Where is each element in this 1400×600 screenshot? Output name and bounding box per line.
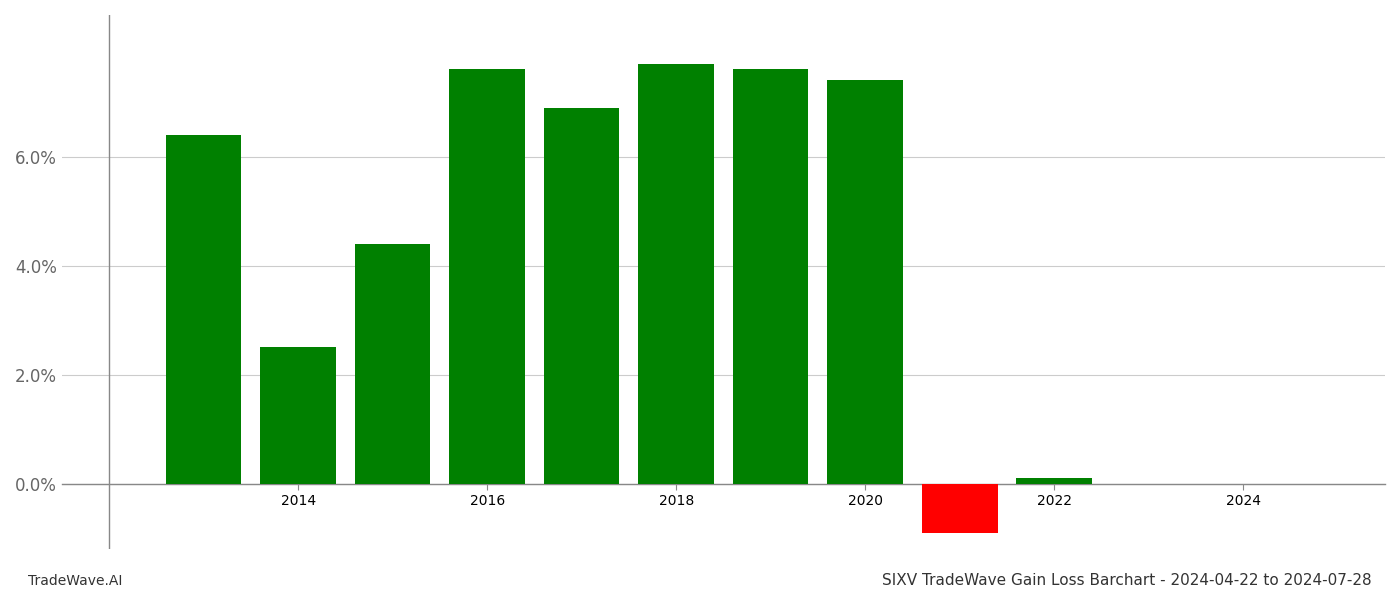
Bar xyxy=(260,347,336,484)
Bar xyxy=(732,70,808,484)
Bar xyxy=(165,135,241,484)
Bar xyxy=(354,244,430,484)
Bar xyxy=(827,80,903,484)
Bar xyxy=(638,64,714,484)
Bar xyxy=(1016,478,1092,484)
Bar xyxy=(543,107,619,484)
Text: TradeWave.AI: TradeWave.AI xyxy=(28,574,122,588)
Bar xyxy=(923,484,998,533)
Bar xyxy=(449,70,525,484)
Text: SIXV TradeWave Gain Loss Barchart - 2024-04-22 to 2024-07-28: SIXV TradeWave Gain Loss Barchart - 2024… xyxy=(882,573,1372,588)
